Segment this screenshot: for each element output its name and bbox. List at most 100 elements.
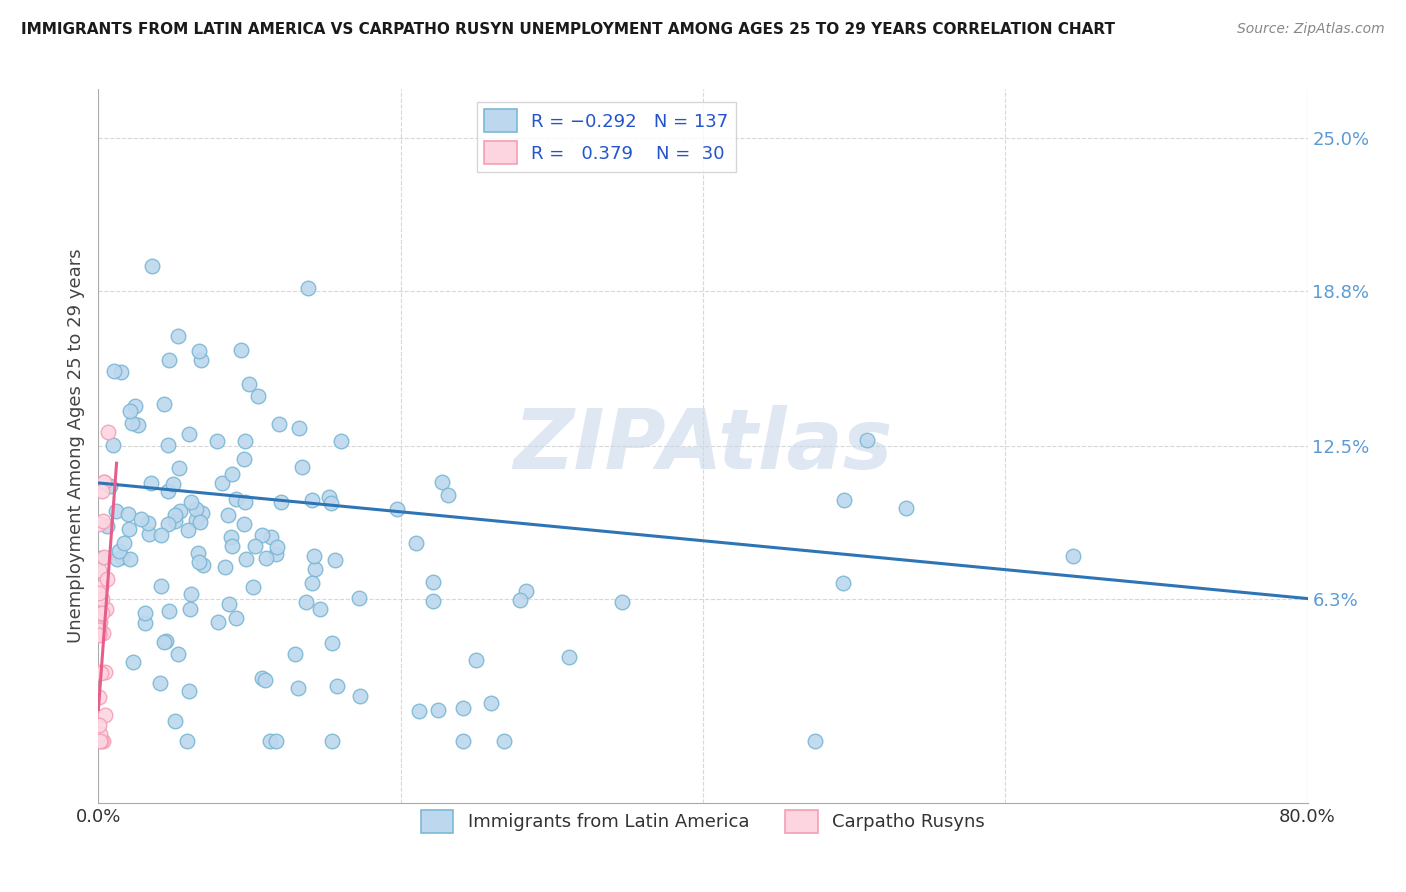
Point bbox=[177, 426, 200, 441]
Point bbox=[141, 259, 163, 273]
Point bbox=[188, 555, 211, 569]
Point bbox=[93, 475, 115, 490]
Point bbox=[1062, 549, 1084, 563]
Legend: Immigrants from Latin America, Carpatho Rusyns: Immigrants from Latin America, Carpatho … bbox=[413, 803, 993, 840]
Point bbox=[96, 518, 118, 533]
Point bbox=[157, 353, 180, 368]
Point bbox=[188, 343, 211, 358]
Point bbox=[225, 611, 247, 625]
Point bbox=[187, 546, 209, 560]
Point bbox=[89, 665, 111, 679]
Point bbox=[110, 365, 132, 379]
Point bbox=[163, 508, 186, 522]
Point bbox=[103, 437, 125, 451]
Point bbox=[422, 594, 444, 608]
Point bbox=[153, 634, 176, 648]
Point bbox=[91, 515, 114, 529]
Point bbox=[163, 514, 186, 528]
Point bbox=[138, 527, 160, 541]
Point bbox=[243, 539, 266, 553]
Point bbox=[94, 708, 117, 723]
Point bbox=[117, 507, 139, 521]
Point bbox=[259, 530, 281, 544]
Point bbox=[211, 475, 233, 490]
Point bbox=[253, 673, 276, 688]
Point bbox=[129, 512, 152, 526]
Point bbox=[221, 467, 243, 481]
Point bbox=[301, 576, 323, 591]
Point bbox=[124, 399, 146, 413]
Point bbox=[94, 602, 117, 616]
Point bbox=[515, 583, 537, 598]
Point bbox=[321, 635, 343, 649]
Point bbox=[405, 536, 427, 550]
Point bbox=[302, 549, 325, 563]
Y-axis label: Unemployment Among Ages 25 to 29 years: Unemployment Among Ages 25 to 29 years bbox=[66, 249, 84, 643]
Point bbox=[134, 615, 156, 630]
Point bbox=[122, 655, 145, 669]
Point bbox=[121, 416, 143, 430]
Point bbox=[191, 558, 214, 573]
Point bbox=[89, 734, 111, 748]
Point bbox=[325, 679, 347, 693]
Point bbox=[89, 718, 111, 732]
Point bbox=[207, 434, 229, 449]
Point bbox=[225, 491, 247, 506]
Point bbox=[90, 580, 112, 594]
Point bbox=[107, 543, 129, 558]
Point bbox=[127, 418, 149, 433]
Point bbox=[321, 734, 343, 748]
Point bbox=[349, 689, 371, 703]
Point bbox=[97, 425, 120, 440]
Point bbox=[89, 621, 111, 635]
Point bbox=[308, 602, 330, 616]
Point bbox=[242, 580, 264, 594]
Point bbox=[167, 328, 190, 343]
Point bbox=[120, 404, 142, 418]
Point bbox=[89, 586, 111, 600]
Point bbox=[264, 734, 287, 748]
Point bbox=[221, 540, 243, 554]
Point bbox=[233, 451, 256, 466]
Point bbox=[98, 479, 121, 493]
Point bbox=[218, 597, 240, 611]
Point bbox=[157, 604, 180, 618]
Point bbox=[176, 734, 198, 748]
Text: ZIPAtlas: ZIPAtlas bbox=[513, 406, 893, 486]
Point bbox=[479, 696, 502, 710]
Point bbox=[117, 522, 139, 536]
Point bbox=[214, 560, 236, 574]
Point bbox=[188, 515, 211, 529]
Point bbox=[90, 733, 112, 747]
Point bbox=[190, 506, 212, 520]
Point bbox=[89, 628, 111, 642]
Point bbox=[91, 734, 114, 748]
Point bbox=[89, 627, 111, 641]
Point bbox=[238, 376, 260, 391]
Point bbox=[408, 704, 430, 718]
Point bbox=[179, 601, 201, 615]
Point bbox=[150, 527, 173, 541]
Point bbox=[233, 494, 256, 508]
Point bbox=[319, 496, 342, 510]
Point bbox=[155, 634, 177, 648]
Point bbox=[856, 433, 879, 447]
Point bbox=[90, 665, 112, 680]
Point bbox=[91, 606, 114, 620]
Point bbox=[264, 547, 287, 561]
Point bbox=[157, 516, 180, 531]
Point bbox=[89, 562, 111, 576]
Point bbox=[177, 524, 200, 538]
Point bbox=[90, 550, 112, 565]
Point bbox=[89, 623, 111, 637]
Point bbox=[894, 500, 917, 515]
Point bbox=[180, 587, 202, 601]
Point bbox=[250, 527, 273, 541]
Point bbox=[162, 477, 184, 491]
Point bbox=[91, 484, 114, 499]
Point bbox=[301, 493, 323, 508]
Point bbox=[270, 494, 292, 508]
Point bbox=[103, 364, 125, 378]
Point bbox=[465, 653, 488, 667]
Point bbox=[430, 475, 453, 490]
